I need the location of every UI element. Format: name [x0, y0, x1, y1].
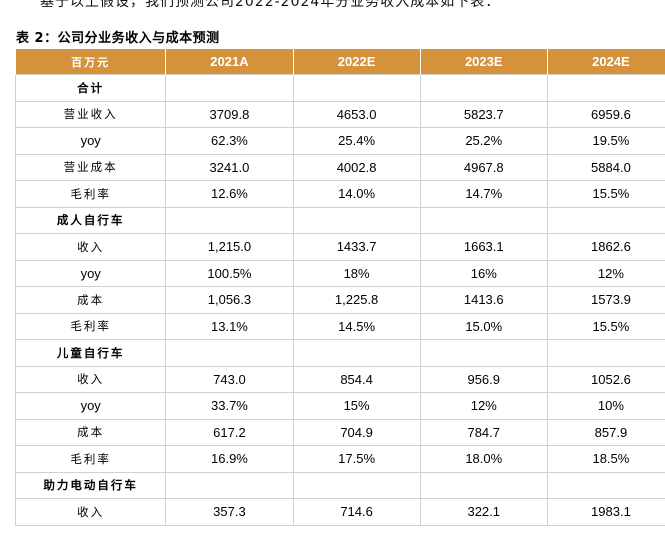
table-row: 收入 357.3 714.6 322.1 1983.1: [14, 498, 665, 526]
cell-value: 17.5%: [292, 445, 421, 473]
cell-value: 784.7: [419, 418, 548, 446]
row-label: 收入: [14, 498, 167, 526]
header-year-2024e: 2024E: [546, 49, 665, 75]
cell-value: 12%: [419, 392, 548, 420]
cell-value: 743.0: [165, 365, 294, 393]
header-unit: 百万元: [14, 49, 167, 75]
header-year-2022e: 2022E: [292, 49, 421, 75]
row-label: 毛利率: [14, 312, 167, 340]
cell-value: 14.7%: [419, 180, 548, 208]
table-row: yoy 62.3% 25.4% 25.2% 19.5%: [14, 127, 665, 155]
header-year-2023e: 2023E: [419, 49, 548, 75]
cell-value: 15.0%: [419, 312, 548, 340]
row-label: yoy: [14, 127, 167, 155]
row-label: 毛利率: [14, 180, 167, 208]
row-label: 营业收入: [14, 100, 167, 128]
cell-value: 5884.0: [546, 153, 665, 181]
cell-value: 14.5%: [292, 312, 421, 340]
section-row-ebike: 助力电动自行车: [14, 471, 665, 499]
cell-value: 3709.8: [165, 100, 294, 128]
cell-value: 857.9: [546, 418, 665, 446]
cell-value: 6959.6: [546, 100, 665, 128]
table-row: 毛利率 16.9% 17.5% 18.0% 18.5%: [14, 445, 665, 473]
table-row: 营业成本 3241.0 4002.8 4967.8 5884.0: [14, 153, 665, 181]
cell-value: 12%: [546, 259, 665, 287]
row-label: 毛利率: [14, 445, 167, 473]
cell-value: 16%: [419, 259, 548, 287]
cell-value: 1,225.8: [292, 286, 421, 314]
cell-value: 19.5%: [546, 127, 665, 155]
table-row: 毛利率 13.1% 14.5% 15.0% 15.5%: [14, 312, 665, 340]
cell-value: 12.6%: [165, 180, 294, 208]
row-label: 成本: [14, 418, 167, 446]
row-label: yoy: [14, 392, 167, 420]
forecast-table: 百万元 2021A 2022E 2023E 2024E 合计 营业收入 3709…: [14, 49, 665, 526]
cell-value: 854.4: [292, 365, 421, 393]
cell-value: 15%: [292, 392, 421, 420]
cell-value: 1433.7: [292, 233, 421, 261]
table-caption: 表 2：公司分业务收入与成本预测: [16, 31, 220, 46]
section-row-adult-bicycle: 成人自行车: [14, 206, 665, 234]
cell-value: 14.0%: [292, 180, 421, 208]
cell-value: 62.3%: [165, 127, 294, 155]
cell-value: 3241.0: [165, 153, 294, 181]
cell-value: 13.1%: [165, 312, 294, 340]
table-row: yoy 100.5% 18% 16% 12%: [14, 259, 665, 287]
table-row: 毛利率 12.6% 14.0% 14.7% 15.5%: [14, 180, 665, 208]
cell-value: 1862.6: [546, 233, 665, 261]
section-title: 成人自行车: [14, 206, 167, 234]
cell-value: 956.9: [419, 365, 548, 393]
cell-value: 1,215.0: [165, 233, 294, 261]
row-label: yoy: [14, 259, 167, 287]
cell-value: 4967.8: [419, 153, 548, 181]
header-row: 百万元 2021A 2022E 2023E 2024E: [14, 49, 665, 75]
cell-value: 357.3: [165, 498, 294, 526]
row-label: 收入: [14, 233, 167, 261]
section-row-total: 合计: [14, 74, 665, 102]
intro-text: 基于以上假设，我们预测公司2022-2024年分业务收入成本如下表：: [40, 0, 501, 10]
cell-value: 714.6: [292, 498, 421, 526]
cell-value: 18%: [292, 259, 421, 287]
cell-value: 1052.6: [546, 365, 665, 393]
table-row: yoy 33.7% 15% 12% 10%: [14, 392, 665, 420]
cell-value: 322.1: [419, 498, 548, 526]
cell-value: 10%: [546, 392, 665, 420]
cell-value: 15.5%: [546, 180, 665, 208]
cell-value: 1,056.3: [165, 286, 294, 314]
section-title: 助力电动自行车: [14, 471, 167, 499]
table-row: 成本 617.2 704.9 784.7 857.9: [14, 418, 665, 446]
table-row: 营业收入 3709.8 4653.0 5823.7 6959.6: [14, 100, 665, 128]
table-row: 成本 1,056.3 1,225.8 1413.6 1573.9: [14, 286, 665, 314]
cell-value: 18.5%: [546, 445, 665, 473]
cell-value: 704.9: [292, 418, 421, 446]
cell-value: 15.5%: [546, 312, 665, 340]
cell-value: 1983.1: [546, 498, 665, 526]
cell-value: 1573.9: [546, 286, 665, 314]
cell-value: 617.2: [165, 418, 294, 446]
cell-value: 4653.0: [292, 100, 421, 128]
cell-value: 1663.1: [419, 233, 548, 261]
cell-value: 5823.7: [419, 100, 548, 128]
header-year-2021a: 2021A: [165, 49, 294, 75]
cell-value: 100.5%: [165, 259, 294, 287]
section-title: 合计: [14, 74, 167, 102]
cell-value: 4002.8: [292, 153, 421, 181]
row-label: 成本: [14, 286, 167, 314]
section-title: 儿童自行车: [14, 339, 167, 367]
cell-value: 33.7%: [165, 392, 294, 420]
cell-value: 25.4%: [292, 127, 421, 155]
row-label: 收入: [14, 365, 167, 393]
table-row: 收入 743.0 854.4 956.9 1052.6: [14, 365, 665, 393]
cell-value: 25.2%: [419, 127, 548, 155]
cell-value: 18.0%: [419, 445, 548, 473]
cell-value: 16.9%: [165, 445, 294, 473]
cell-value: 1413.6: [419, 286, 548, 314]
section-row-kids-bicycle: 儿童自行车: [14, 339, 665, 367]
table-row: 收入 1,215.0 1433.7 1663.1 1862.6: [14, 233, 665, 261]
row-label: 营业成本: [14, 153, 167, 181]
